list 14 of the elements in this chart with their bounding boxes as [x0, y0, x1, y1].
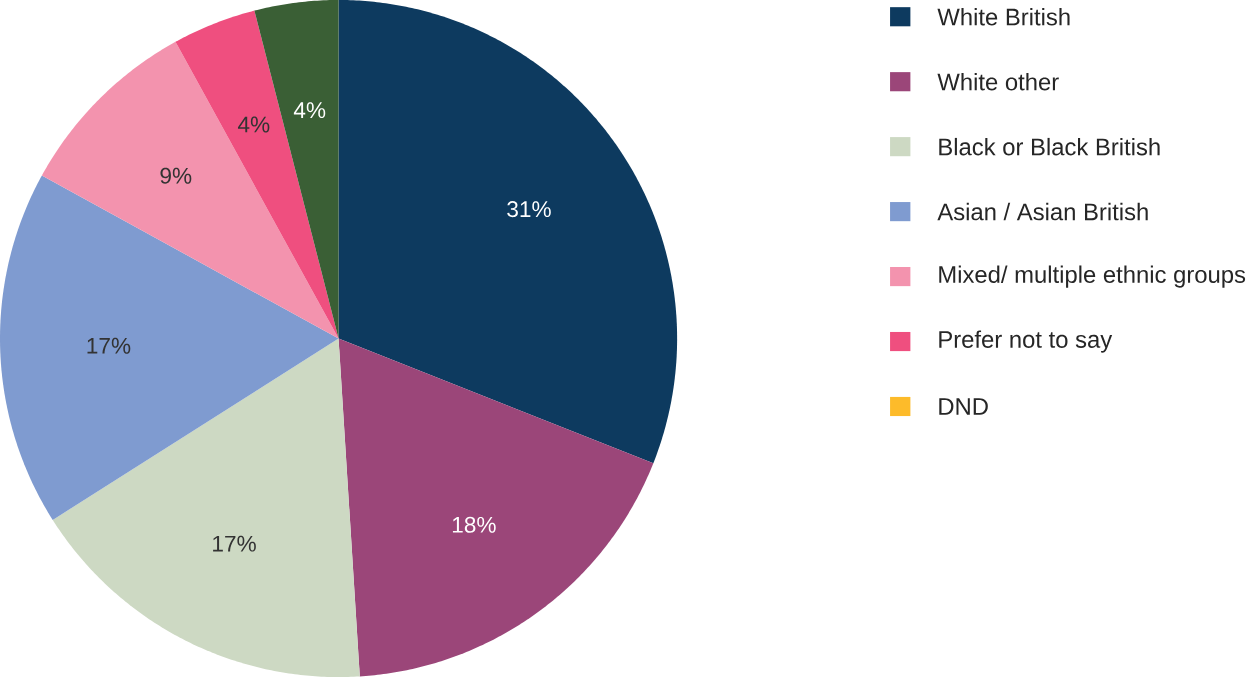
legend-label: Black or Black British — [939, 137, 1160, 156]
legend-label: Asian / Asian British — [937, 202, 1148, 221]
data-label: 17% — [213, 535, 256, 552]
data-label: 31% — [507, 201, 551, 218]
data-label: 9% — [160, 167, 192, 184]
legend-label: White other — [937, 72, 1059, 91]
data-label: 18% — [452, 516, 496, 533]
data-label: 4% — [293, 102, 326, 119]
legend-label: Mixed/ multiple ethnic groups — [939, 265, 1246, 288]
legend-label: White British — [937, 7, 1070, 26]
legend-label: DND — [939, 398, 988, 415]
data-label: 4% — [237, 116, 270, 133]
legend-label: Prefer not to say — [939, 330, 1113, 353]
data-label: 17% — [87, 337, 131, 354]
